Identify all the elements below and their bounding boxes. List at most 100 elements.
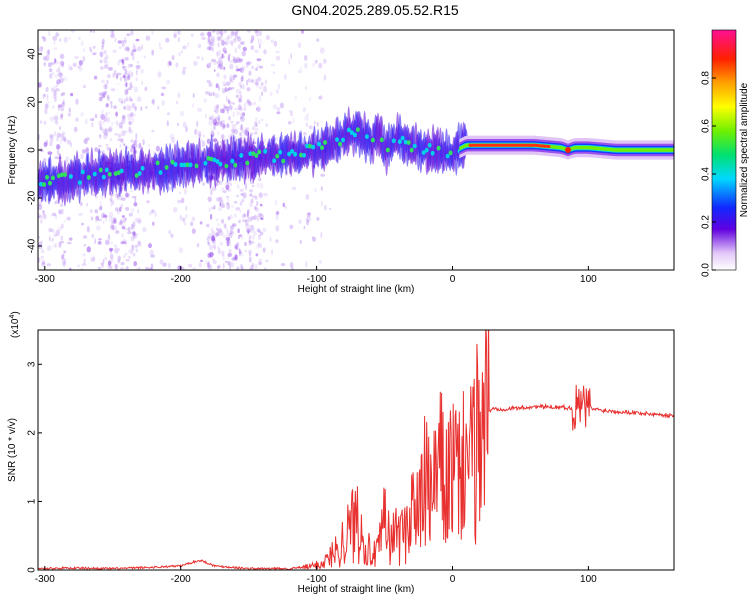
heatmap-noise-cell	[210, 189, 213, 196]
heatmap-noise-cell	[113, 216, 117, 222]
heatmap-noise-cell	[248, 236, 251, 243]
heatmap-noise-cell	[68, 107, 71, 113]
heatmap-noise-cell	[61, 254, 65, 260]
heatmap-noise-cell	[246, 61, 249, 68]
heatmap-noise-cell	[136, 60, 140, 64]
heatmap-peak-cell	[409, 147, 414, 153]
heatmap-noise-cell	[125, 98, 130, 102]
heatmap-noise-cell	[212, 235, 215, 242]
heatmap-noise-cell	[51, 237, 54, 242]
heatmap-noise-cell	[136, 68, 138, 73]
heatmap-noise-cell	[127, 48, 130, 52]
heatmap-noise-cell	[197, 43, 202, 49]
heatmap-noise-cell	[80, 201, 83, 207]
heatmap-noise-cell	[102, 221, 105, 224]
heatmap-noise-cell	[131, 116, 135, 123]
heatmap-noise-cell	[241, 213, 245, 219]
heatmap-noise-cell	[173, 207, 178, 213]
heatmap-noise-cell	[124, 193, 129, 199]
heatmap-noise-cell	[217, 223, 221, 227]
heatmap-noise-cell	[49, 141, 53, 147]
heatmap-noise-cell	[102, 214, 108, 218]
heatmap-noise-cell	[99, 126, 103, 131]
heatmap-noise-cell	[149, 267, 153, 270]
heatmap-noise-cell	[111, 121, 114, 126]
heatmap-noise-cell	[254, 121, 257, 128]
heatmap-noise-cell	[99, 204, 103, 211]
heatmap-noise-cell	[264, 259, 269, 263]
heatmap-noise-cell	[55, 145, 60, 151]
heatmap-noise-cell	[61, 62, 65, 68]
heatmap-noise-cell	[218, 230, 224, 236]
heatmap-noise-cell	[227, 216, 231, 221]
heatmap-noise-cell	[92, 45, 96, 49]
heatmap-noise-cell	[240, 41, 245, 45]
heatmap-noise-cell	[127, 113, 132, 118]
heatmap-noise-cell	[236, 266, 238, 270]
heatmap-noise-cell	[222, 262, 225, 269]
heatmap-peak-cell	[155, 160, 160, 166]
heatmap-noise-cell	[239, 251, 243, 254]
heatmap-noise-cell	[211, 206, 215, 210]
heatmap-noise-cell	[289, 224, 294, 230]
heatmap-noise-cell	[69, 66, 73, 71]
heatmap-peak-cell	[400, 135, 405, 141]
heatmap-noise-cell	[232, 102, 235, 105]
heatmap-noise-cell	[110, 220, 114, 227]
heatmap-noise-cell	[122, 65, 126, 71]
heatmap-noise-cell	[115, 207, 119, 212]
heatmap-noise-cell	[120, 233, 125, 239]
heatmap-noise-cell	[119, 59, 124, 63]
heatmap-noise-cell	[106, 74, 111, 79]
heatmap-noise-cell	[133, 86, 139, 93]
heatmap-noise-cell	[114, 225, 118, 232]
heatmap-noise-cell	[201, 140, 206, 148]
heatmap-noise-cell	[43, 120, 47, 125]
heatmap-noise-cell	[213, 138, 218, 144]
heatmap-noise-cell	[185, 205, 188, 212]
heatmap-noise-cell	[235, 56, 241, 63]
heatmap-peak-cell	[448, 150, 453, 156]
heatmap-noise-cell	[196, 243, 200, 248]
heatmap-noise-cell	[122, 239, 127, 244]
heatmap-noise-cell	[44, 108, 48, 115]
heatmap-noise-cell	[227, 198, 230, 203]
heatmap-noise-cell	[151, 49, 155, 56]
heatmap-peak-cell	[77, 180, 82, 186]
heatmap-noise-cell	[43, 158, 47, 163]
heatmap-noise-cell	[298, 219, 302, 225]
heatmap-noise-cell	[125, 206, 130, 211]
heatmap-noise-cell	[208, 233, 212, 239]
heatmap-noise-cell	[86, 137, 90, 141]
heatmap-peak-cell	[101, 174, 106, 180]
heatmap-noise-cell	[247, 209, 250, 214]
heatmap-noise-cell	[260, 217, 264, 221]
heatmap-noise-cell	[177, 199, 182, 204]
heatmap-noise-cell	[130, 83, 133, 87]
heatmap-peak-cell	[39, 181, 43, 187]
heatmap-noise-cell	[60, 235, 64, 241]
heatmap-noise-cell	[42, 94, 45, 99]
heatmap-noise-cell	[247, 211, 249, 218]
heatmap-noise-cell	[119, 219, 123, 225]
heatmap-noise-cell	[256, 83, 259, 88]
heatmap-noise-cell	[216, 35, 221, 42]
heatmap-noise-cell	[234, 37, 236, 41]
heatmap-noise-cell	[217, 60, 222, 65]
heatmap-noise-cell	[271, 248, 274, 256]
heatmap-noise-cell	[209, 245, 213, 251]
heatmap-noise-cell	[40, 255, 44, 259]
heatmap-noise-cell	[89, 49, 93, 53]
heatmap-noise-cell	[127, 193, 130, 198]
heatmap-noise-cell	[250, 79, 255, 83]
heatmap-noise-cell	[199, 221, 203, 225]
heatmap-noise-cell	[249, 132, 253, 136]
heatmap-noise-cell	[106, 94, 109, 99]
heatmap-noise-cell	[222, 124, 227, 128]
heatmap-noise-cell	[108, 126, 113, 132]
heatmap-noise-cell	[223, 83, 227, 87]
heatmap-noise-cell	[170, 233, 174, 238]
heatmap-noise-cell	[224, 260, 228, 264]
heatmap-noise-cell	[273, 104, 277, 109]
